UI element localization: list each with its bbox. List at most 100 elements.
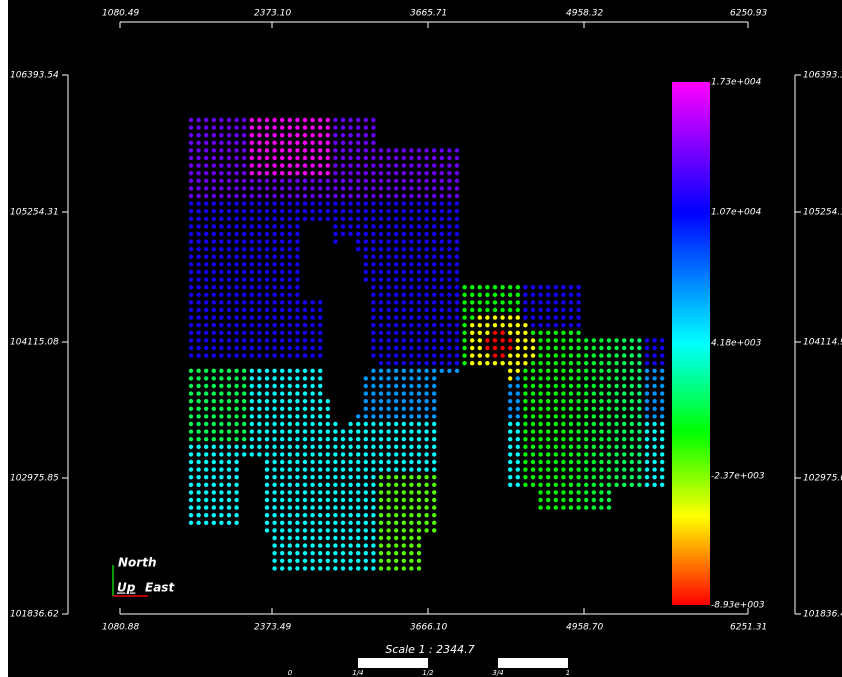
point [219, 262, 224, 267]
point [219, 216, 224, 221]
point [599, 406, 604, 411]
point [371, 444, 376, 449]
point [340, 178, 346, 183]
point [401, 148, 406, 153]
point [219, 399, 224, 404]
point [538, 437, 543, 442]
point [378, 353, 384, 358]
point [378, 285, 384, 290]
point [454, 292, 460, 297]
point [280, 231, 285, 237]
point [515, 330, 520, 335]
point [454, 330, 460, 335]
point [302, 345, 308, 351]
point [538, 315, 543, 320]
point [538, 338, 543, 343]
point [568, 444, 574, 449]
point [196, 429, 201, 434]
point [219, 239, 224, 244]
point [196, 133, 201, 138]
point [257, 444, 262, 449]
point [386, 361, 391, 366]
point [356, 209, 361, 214]
point [219, 459, 224, 465]
point [386, 178, 391, 183]
point [333, 178, 338, 183]
point [568, 307, 574, 313]
point [333, 467, 338, 472]
point [401, 178, 406, 183]
point [310, 201, 315, 206]
point [447, 201, 452, 206]
point [530, 376, 536, 381]
point [188, 497, 194, 503]
point [660, 429, 665, 434]
point [508, 285, 513, 290]
point [386, 239, 391, 244]
point [394, 399, 399, 404]
point [584, 361, 589, 366]
point [264, 239, 270, 244]
point [264, 171, 270, 176]
point [363, 421, 368, 427]
point [416, 444, 422, 449]
point [409, 216, 414, 221]
point [538, 376, 543, 381]
point [340, 117, 346, 123]
point [318, 543, 323, 548]
point [614, 383, 619, 389]
point [356, 535, 361, 541]
point [561, 315, 566, 320]
point [264, 216, 270, 221]
point [318, 566, 323, 571]
point [272, 490, 277, 495]
point [234, 277, 239, 282]
point [234, 482, 239, 487]
point [204, 383, 209, 389]
point [386, 475, 391, 480]
point [257, 133, 262, 138]
point [272, 513, 277, 518]
point [188, 193, 194, 199]
point [644, 452, 650, 457]
point [188, 292, 194, 297]
point [272, 566, 277, 571]
point [454, 353, 460, 358]
point [538, 467, 543, 472]
point [401, 323, 406, 328]
point [416, 452, 422, 457]
point [523, 292, 528, 297]
point [272, 186, 277, 191]
point [295, 277, 300, 282]
point [188, 125, 194, 130]
point [644, 368, 650, 373]
point [371, 171, 376, 176]
point [424, 505, 429, 510]
point [485, 361, 490, 366]
point [591, 490, 596, 495]
point [424, 482, 429, 487]
point [576, 300, 581, 305]
point [409, 505, 414, 510]
point [356, 247, 361, 252]
point [340, 163, 346, 168]
point [333, 535, 338, 541]
point [561, 368, 566, 373]
point [538, 353, 543, 358]
point [606, 429, 612, 434]
point [561, 414, 566, 419]
point [219, 163, 224, 168]
point [363, 178, 368, 183]
point [226, 155, 232, 161]
point [432, 178, 437, 183]
point [295, 239, 300, 244]
point [196, 323, 201, 328]
point [280, 201, 285, 206]
point [394, 497, 399, 503]
point [546, 421, 551, 427]
point [432, 467, 437, 472]
point [644, 437, 650, 442]
point [249, 140, 254, 145]
point [325, 482, 330, 487]
point [447, 353, 452, 358]
